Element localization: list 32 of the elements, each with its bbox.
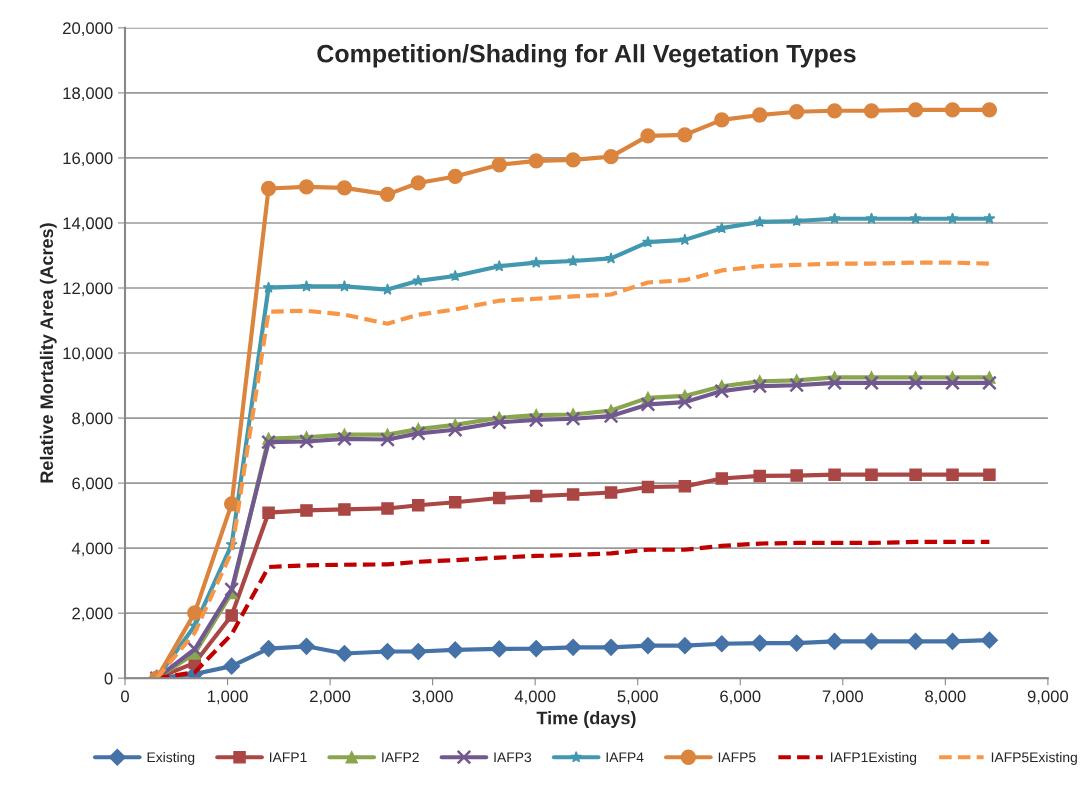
y-tick-label: 12,000: [63, 282, 113, 297]
x-tick-label: 2,000: [310, 690, 351, 705]
legend-label: IAFP5Existing: [991, 752, 1077, 765]
legend-label: IAFP1: [269, 752, 307, 763]
y-tick-label: 0: [104, 672, 113, 685]
y-tick-label: 6,000: [72, 477, 113, 492]
x-tick-label: 4,000: [514, 690, 556, 705]
y-axis-title: Relative Mortality Area (Acres): [39, 223, 57, 483]
x-tick-label: 1,000: [207, 690, 248, 705]
legend-label: IAFP1Existing: [831, 752, 917, 765]
y-tick-label: 4,000: [71, 542, 113, 557]
legend-label: IAFP3: [494, 752, 532, 763]
x-tick-label: 3,000: [412, 690, 453, 705]
x-tick-label: 7,000: [822, 690, 863, 705]
legend-label: IAFP5: [718, 752, 756, 763]
y-tick-label: 10,000: [63, 347, 113, 362]
legend-label: Existing: [147, 752, 195, 765]
y-tick-label: 8,000: [72, 412, 113, 427]
legend-label: IAFP4: [606, 752, 644, 763]
x-axis-title: Time (days): [536, 711, 636, 728]
y-tick-label: 14,000: [63, 217, 113, 232]
x-tick-label: 8,000: [925, 690, 966, 705]
y-tick-label: 20,000: [63, 22, 113, 37]
y-tick-label: 16,000: [63, 152, 113, 167]
legend-label: IAFP2: [382, 752, 419, 763]
x-tick-label: 5,000: [617, 690, 658, 705]
text: Competition/Shading for All Vegetation Types: [317, 44, 856, 68]
x-tick-label: 6,000: [720, 690, 761, 705]
x-tick-label: 9,000: [1027, 690, 1069, 705]
y-tick-label: 18,000: [63, 87, 113, 102]
y-tick-label: 2,000: [72, 607, 113, 622]
x-tick-label: 0: [121, 690, 129, 703]
